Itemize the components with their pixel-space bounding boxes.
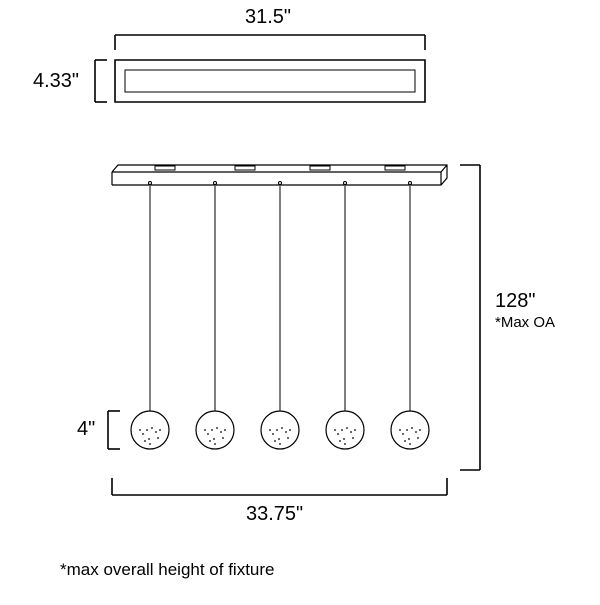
dim-top-width-bracket [115, 35, 425, 50]
footnote-text: *max overall height of fixture [60, 560, 275, 580]
dim-pendant-label: 4" [77, 418, 95, 441]
dim-height-bracket [460, 165, 480, 470]
dim-top-depth-label: 4.33" [33, 70, 79, 93]
dim-height-sublabel: *Max OA [495, 314, 555, 331]
dim-width-bracket [112, 478, 447, 495]
dim-pendant-bracket [108, 411, 120, 449]
top-view [115, 60, 425, 102]
side-view [112, 165, 447, 449]
diagram-canvas: 31.5" 4.33" 128" *Max OA 4" 33.75" *max … [0, 0, 600, 600]
pendant-3 [261, 411, 299, 449]
pendant-1 [131, 411, 169, 449]
dim-width-label: 33.75" [246, 503, 303, 526]
pendant-4 [326, 411, 364, 449]
pendant-5 [391, 411, 429, 449]
dim-height-label: 128" [495, 290, 535, 313]
dim-top-depth-bracket [95, 60, 107, 102]
dim-top-width-label: 31.5" [245, 6, 291, 29]
pendant-2 [196, 411, 234, 449]
